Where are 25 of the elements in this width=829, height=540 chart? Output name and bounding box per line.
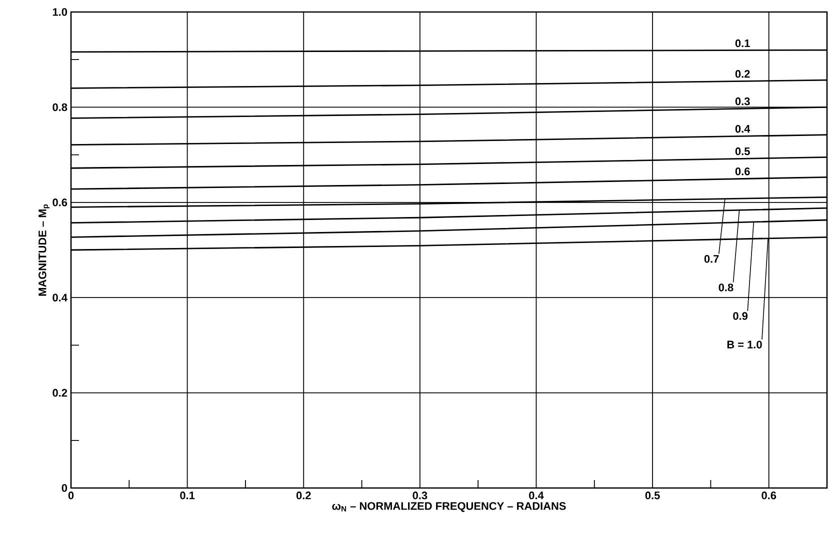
text: 0.9 bbox=[733, 312, 748, 320]
x-tick-label: 0.2 bbox=[296, 492, 311, 500]
text: 0.7 bbox=[704, 255, 719, 263]
series-label: 0.5 bbox=[735, 147, 750, 156]
x-tick-label: 0.6 bbox=[762, 492, 776, 500]
series-label: 0.1 bbox=[735, 39, 750, 48]
y-tick-label: 0.2 bbox=[52, 388, 68, 397]
series-label: 0.3 bbox=[735, 97, 750, 106]
x-tick-label: 0 bbox=[68, 492, 74, 500]
x-tick-label: 0.3 bbox=[412, 492, 428, 500]
series-label: 0.6 bbox=[735, 168, 750, 176]
x-tick-label: 0.4 bbox=[529, 492, 544, 500]
text: B = 1.0 bbox=[727, 340, 762, 348]
y-tick-label: 0.8 bbox=[52, 103, 68, 112]
x-tick-label: 0.5 bbox=[645, 492, 660, 500]
x-tick-label: 0.1 bbox=[180, 492, 195, 500]
x-axis-title: ω$_{N}$ – NORMALIZED FREQUENCY – RADIANS bbox=[332, 502, 566, 512]
y-tick-label: 1.0 bbox=[52, 8, 68, 16]
y-tick-label: 0.6 bbox=[52, 198, 68, 206]
y-tick-label: 0 bbox=[62, 484, 68, 492]
series-label: 0.4 bbox=[735, 124, 750, 133]
text: 0.8 bbox=[718, 284, 734, 292]
series-label: 0.2 bbox=[735, 70, 750, 78]
y-tick-label: 0.4 bbox=[52, 294, 68, 302]
y-axis-title: MAGNITUDE – M$_{p}$ bbox=[38, 204, 50, 296]
